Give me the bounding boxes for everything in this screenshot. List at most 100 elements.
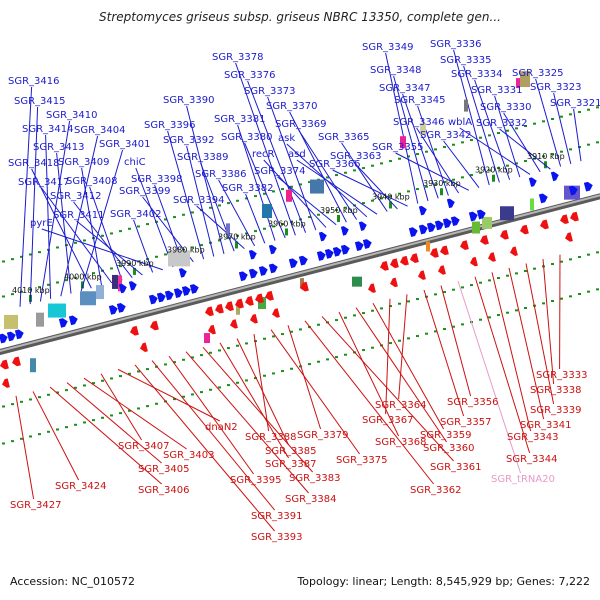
forward-gene-label: SGR_3394 (173, 195, 225, 206)
reverse-gene-arrow (205, 306, 214, 317)
scale-track-dot-upper (578, 146, 581, 149)
scale-track-dot-upper-outer (74, 241, 77, 244)
scale-track-dot-lower (146, 368, 149, 371)
reverse-gene-leader-line (355, 307, 448, 443)
reverse-gene-arrow (440, 245, 449, 256)
forward-gene-arrow (418, 205, 427, 216)
scale-track-dot-upper-outer (353, 169, 356, 172)
scale-track-dot-lower-outer (218, 386, 221, 389)
map-title: Streptomyces griseus subsp. griseus NBRC… (99, 10, 501, 24)
scale-track-dot-upper (389, 195, 392, 198)
scale-track-dot-lower-outer (11, 440, 14, 443)
gene-feature-box (226, 223, 230, 236)
scale-tick (389, 201, 392, 209)
forward-gene-label: SGR_3349 (362, 42, 414, 53)
scale-track-dot-lower-outer (308, 363, 311, 366)
scale-track-dot-upper-outer (398, 157, 401, 160)
scale-track-dot-lower (47, 393, 50, 396)
scale-track-dot-upper-outer (542, 120, 545, 123)
reverse-gene-leader-line (168, 355, 255, 475)
scale-track-dot-lower-outer (578, 293, 581, 296)
forward-gene-leader-line (245, 193, 266, 244)
gene-feature-box (96, 285, 104, 300)
scale-track-dot-lower-outer (254, 377, 257, 380)
scale-track-dot-lower-outer (83, 421, 86, 424)
scale-track-dot-lower (191, 356, 194, 359)
scale-tick (440, 188, 443, 196)
scale-track-dot-upper-outer (425, 150, 428, 153)
reverse-gene-label: SGR_3395 (230, 475, 282, 486)
reverse-gene-arrow (255, 293, 264, 304)
scale-track-dot-lower (560, 260, 563, 263)
reverse-gene-leader-line (32, 391, 80, 481)
forward-gene-label: SGR_3389 (177, 152, 229, 163)
forward-gene-arrow (268, 244, 277, 255)
reverse-gene-arrow (230, 319, 238, 329)
scale-track-dot-lower-outer (317, 360, 320, 363)
scale-track-dot-lower-outer (272, 372, 275, 375)
scale-track-dot-lower (452, 288, 455, 291)
forward-gene-label: SGR_3409 (58, 157, 110, 168)
forward-gene-arrow (118, 283, 127, 294)
scale-track-dot-upper-outer (371, 164, 374, 167)
forward-gene-arrow (418, 224, 428, 235)
reverse-gene-arrow (12, 356, 21, 367)
gene-feature-box (500, 206, 514, 221)
forward-gene-arrow (538, 193, 548, 204)
scale-track-dot-upper (236, 234, 239, 237)
reverse-gene-arrow (470, 256, 478, 267)
forward-gene-leader-line (459, 127, 531, 175)
scale-track-dot-upper (560, 150, 563, 153)
scale-track-dot-lower-outer (515, 309, 518, 312)
forward-gene-leader-line (41, 187, 113, 284)
scale-track-dot-lower-outer (56, 428, 59, 431)
forward-gene-leader-line (244, 142, 286, 239)
forward-gene-arrow (248, 250, 257, 260)
forward-gene-label: chiC (124, 157, 146, 168)
reverse-gene-leader-line (49, 386, 162, 485)
scale-track-dot-lower (533, 267, 536, 270)
scale-track-dot-lower-outer (290, 367, 293, 370)
scale-track-dot-upper-outer (488, 134, 491, 137)
gene-feature-box (352, 276, 362, 287)
scale-tick-label: 3920 kbp (475, 166, 513, 175)
scale-track-dot-upper (596, 141, 599, 144)
scale-track-dot-upper (425, 185, 428, 188)
forward-gene-arrow (0, 333, 8, 344)
reverse-gene-label: SGR_3362 (410, 485, 462, 496)
scale-track-dot-lower (506, 274, 509, 277)
scale-track-dot-lower (398, 302, 401, 305)
forward-gene-leader-line (39, 120, 71, 302)
scale-track-dot-lower (137, 370, 140, 373)
scale-track-dot-lower-outer (506, 311, 509, 314)
scale-track-dot-upper (164, 253, 167, 256)
scale-track-dot-lower-outer (434, 330, 437, 333)
scale-track-dot-upper (290, 220, 293, 223)
forward-gene-leader-line (76, 220, 143, 276)
reverse-gene-label: SGR_3424 (55, 481, 107, 492)
forward-gene-label: wblA (448, 117, 472, 128)
forward-gene-arrow (164, 290, 174, 301)
scale-track-dot-lower (578, 256, 581, 259)
forward-gene-label: SGR_3347 (379, 83, 431, 94)
scale-track-dot-upper (542, 155, 545, 158)
accession-text: Accession: NC_010572 (10, 575, 136, 588)
reverse-gene-arrow (510, 246, 518, 257)
scale-track-dot-upper-outer (587, 108, 590, 111)
reverse-gene-label: SGR_3368 (375, 437, 427, 448)
gene-feature-box (482, 216, 492, 229)
scale-track-dot-upper (326, 211, 329, 214)
forward-gene-arrow (68, 315, 78, 326)
forward-gene-label: SGR_3336 (430, 39, 482, 50)
scale-track-dot-lower (416, 298, 419, 301)
reverse-gene-leader-line (66, 382, 162, 464)
forward-gene-label: SGR_3396 (144, 120, 196, 131)
scale-track-dot-lower (389, 305, 392, 308)
forward-gene-arrow (446, 198, 455, 209)
scale-track-dot-lower-outer (101, 416, 104, 419)
forward-gene-leader-line (41, 228, 163, 271)
forward-gene-label: ask (278, 133, 295, 144)
scale-track-dot-upper-outer (119, 230, 122, 233)
scale-track-dot-lower-outer (425, 332, 428, 335)
